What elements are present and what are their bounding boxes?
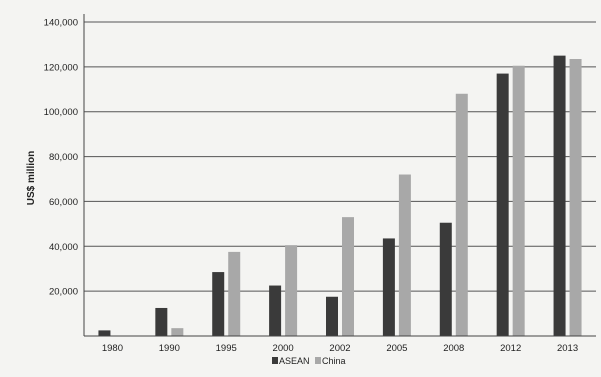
bar-asean-2013 (553, 55, 566, 337)
bar-china-1990 (171, 328, 184, 336)
legend-label-asean: ASEAN (279, 356, 310, 366)
x-tick-label: 2005 (386, 343, 407, 354)
bar-asean-2000 (269, 285, 282, 336)
y-tick-label: 40,000 (49, 242, 78, 253)
legend: ASEAN China (272, 356, 346, 366)
x-tick-label: 1980 (102, 343, 123, 354)
bar-asean-2012 (496, 73, 509, 336)
x-tick-label: 2002 (329, 343, 350, 354)
y-tick-label: 60,000 (49, 197, 78, 208)
bar-china-2005 (398, 174, 411, 336)
x-tick-label: 2013 (557, 343, 578, 354)
gridlines (84, 21, 596, 292)
legend-swatch-china (315, 357, 321, 364)
bar-china-2012 (512, 65, 525, 336)
bar-china-2013 (569, 59, 582, 336)
bar-asean-2008 (439, 222, 452, 336)
y-tick-label: 100,000 (44, 107, 78, 118)
bars (98, 55, 582, 337)
y-tick-label: 140,000 (44, 18, 78, 29)
x-tick-label: 2008 (443, 343, 464, 354)
legend-swatch-asean (272, 357, 278, 364)
bar-china-1995 (228, 251, 241, 336)
axes: 20,000 40,000 60,000 80,000 100,000 120,000 14… (44, 14, 596, 354)
y-tick-label: 20,000 (49, 287, 78, 298)
bar-china-2008 (455, 93, 468, 337)
x-tick-label: 1995 (216, 343, 237, 354)
bar-asean-2002 (326, 296, 338, 336)
legend-label-china: China (322, 356, 346, 366)
bar-asean-1995 (212, 272, 225, 336)
x-tick-label: 1990 (159, 343, 180, 354)
bar-asean-2005 (382, 238, 395, 336)
y-axis-label: US$ million (26, 151, 37, 205)
x-tick-label: 2000 (273, 343, 294, 354)
bar-china-2000 (285, 245, 298, 336)
y-tick-label: 80,000 (49, 152, 78, 163)
bar-china-2002 (342, 217, 354, 336)
x-tick-label: 2012 (500, 343, 521, 354)
y-tick-label: 120,000 (44, 62, 78, 73)
bar-asean-1980 (98, 330, 111, 336)
bar-asean-1990 (155, 307, 168, 336)
